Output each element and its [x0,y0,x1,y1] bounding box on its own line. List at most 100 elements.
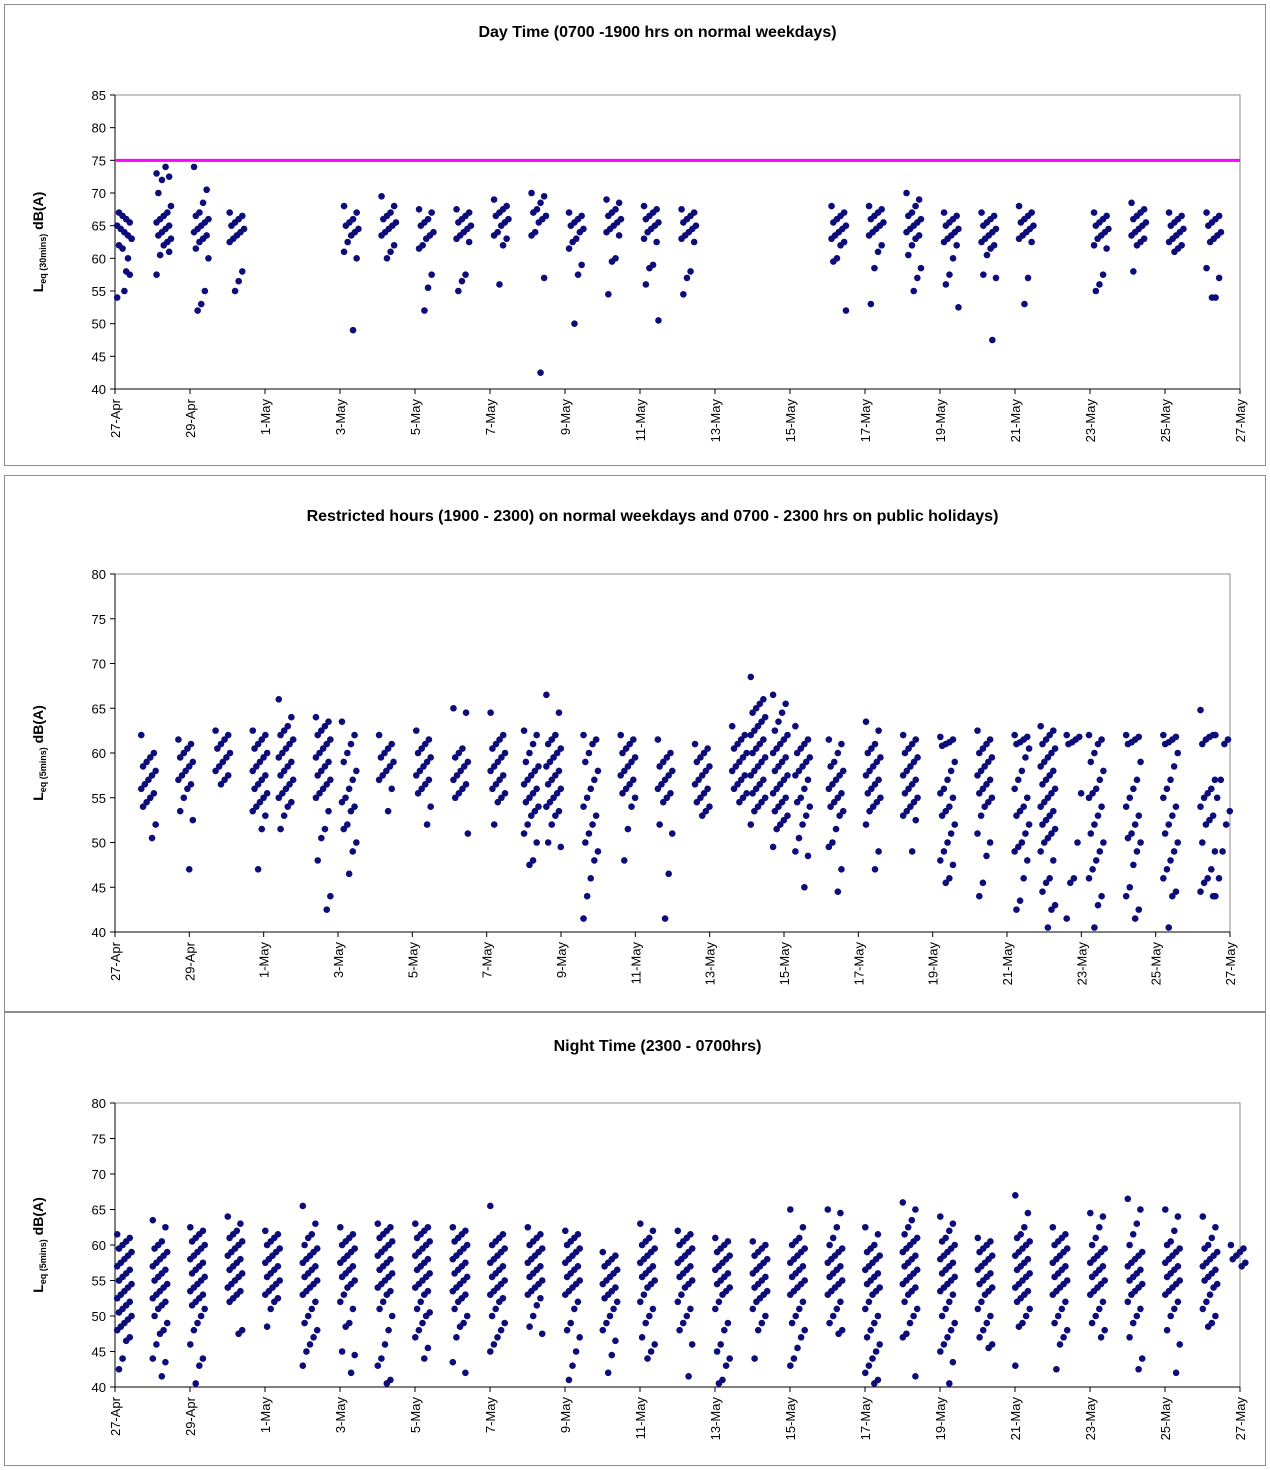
data-point [421,781,429,788]
y-tick-label: 80 [92,567,106,582]
data-point [258,736,266,743]
data-point [702,807,710,815]
data-point [1096,776,1104,784]
data-point [951,1319,958,1327]
data-point [487,709,494,717]
data-point [190,1326,198,1334]
data-point [937,1287,944,1295]
data-point [151,1245,158,1252]
data-point [654,736,662,743]
data-point [758,1319,766,1327]
data-point [150,749,158,757]
data-point [776,781,784,788]
x-tick-label: 17-May [851,942,866,986]
data-point [1135,906,1143,913]
data-point [375,731,383,739]
data-point [1037,803,1044,810]
data-point [415,1326,423,1334]
data-point [284,722,292,730]
data-point [194,1319,201,1327]
data-point [749,1305,757,1313]
data-point [712,1266,719,1274]
data-point [390,202,398,210]
data-point [487,1348,494,1355]
data-point [347,1369,355,1377]
data-point [196,238,203,246]
data-point [646,1312,653,1320]
data-point [871,1380,878,1387]
data-point [212,727,219,734]
data-point [751,807,758,815]
data-point [747,731,755,739]
data-point [375,776,383,784]
data-point [304,1312,312,1320]
data-point [282,745,290,752]
data-point [286,781,293,788]
data-point [462,1369,469,1377]
data-point [642,281,650,288]
data-point [277,772,284,779]
data-point [1087,1259,1094,1267]
data-point [176,754,184,761]
data-point [974,830,981,837]
data-point [499,241,507,249]
data-point [576,228,584,236]
data-point [1091,821,1098,828]
y-tick-label: 45 [92,880,106,895]
data-point [863,1334,871,1341]
data-point [1160,875,1167,882]
data-point [548,776,556,784]
data-point [316,749,323,757]
data-point [162,163,169,171]
x-tick-label: 19-May [933,1397,948,1441]
data-point [778,758,786,766]
data-point [825,736,833,743]
data-point [280,767,288,775]
data-point [1025,821,1033,828]
data-point [187,1287,194,1295]
data-point [152,767,159,775]
data-point [488,1312,496,1320]
data-point [113,294,121,301]
data-point [824,1259,832,1267]
data-point [582,839,589,846]
data-point [653,238,660,246]
data-point [1238,1263,1246,1270]
data-point [788,1241,796,1249]
data-point [148,772,156,779]
data-point [1212,731,1219,739]
data-point [312,1298,319,1306]
data-point [155,189,162,197]
data-point [1126,883,1134,891]
data-point [119,1355,126,1362]
data-point [901,789,909,797]
data-point [201,1305,208,1313]
data-point [985,798,992,806]
data-point [903,807,911,815]
data-point [829,839,836,846]
data-point [1165,238,1173,246]
data-point [1040,839,1048,846]
data-point [899,1199,907,1206]
data-point [706,803,713,810]
data-point [691,740,699,748]
data-point [187,1223,194,1231]
data-point [676,1326,683,1334]
data-point [1126,1241,1133,1249]
data-point [977,767,985,775]
data-point [946,1227,953,1235]
data-point [752,785,760,793]
data-point [747,821,755,828]
data-point [610,1305,617,1313]
data-point [1163,1326,1171,1334]
data-point [253,803,260,810]
data-point [1099,1213,1107,1220]
data-point [1160,731,1167,739]
data-point [656,763,663,770]
data-point [976,789,983,797]
data-point [387,248,394,256]
data-point [674,1227,682,1235]
data-point [792,848,799,855]
data-point [749,709,756,717]
data-point [992,274,1000,282]
